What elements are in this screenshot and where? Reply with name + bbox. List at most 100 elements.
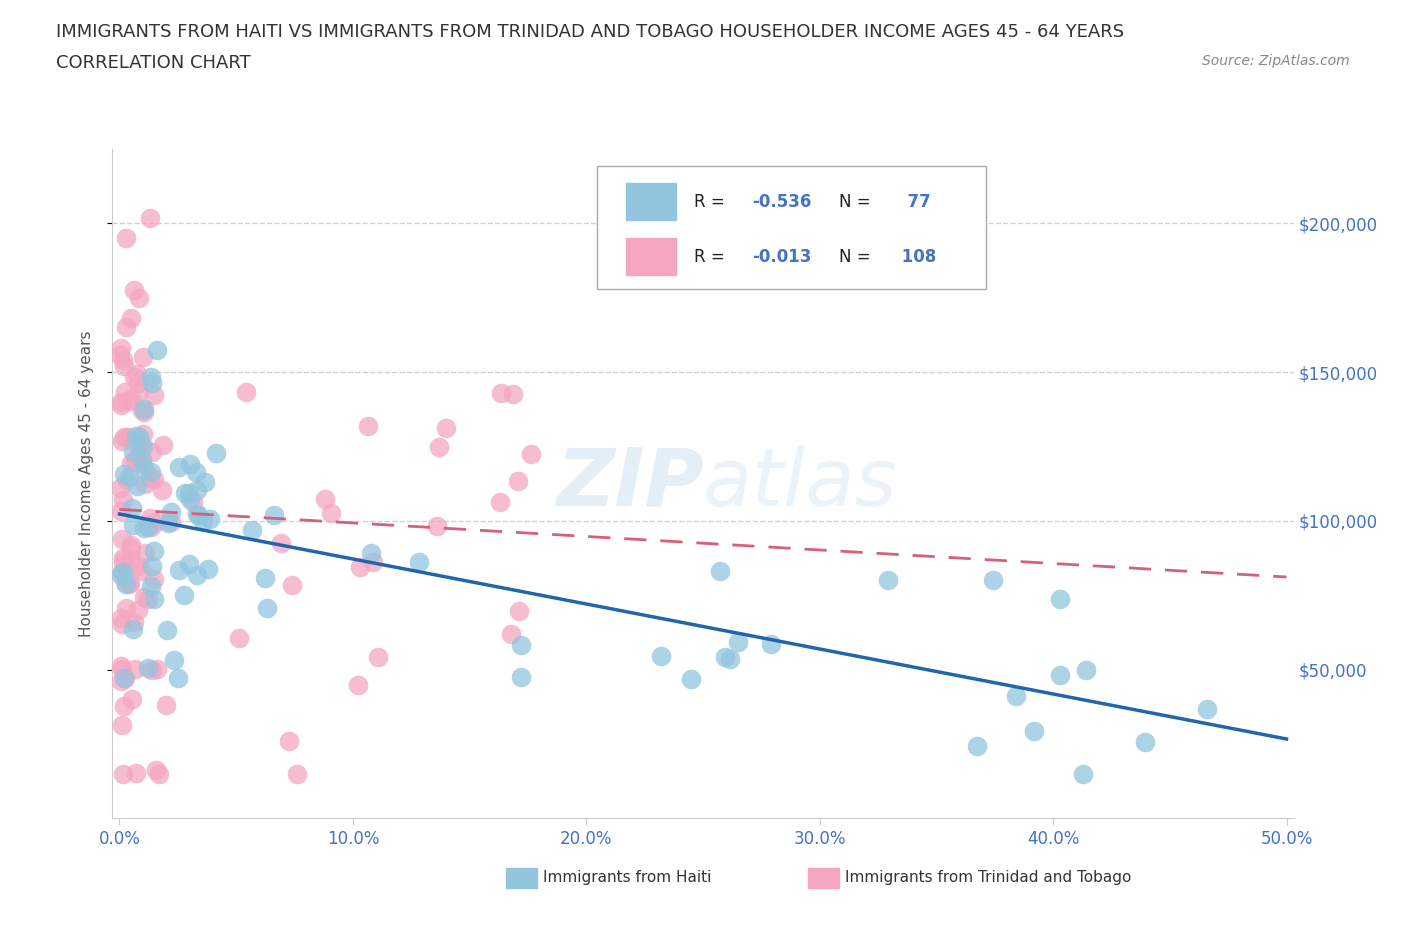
Point	[111, 565, 134, 579]
Point	[427, 439, 450, 454]
Point	[263, 508, 285, 523]
Point	[426, 519, 449, 534]
Text: Source: ZipAtlas.com: Source: ZipAtlas.com	[1202, 54, 1350, 68]
Point	[506, 474, 529, 489]
Point	[110, 504, 132, 519]
Point	[111, 554, 134, 569]
Point	[1024, 724, 1046, 738]
Point	[142, 591, 165, 606]
Point	[117, 472, 139, 487]
Point	[281, 578, 304, 592]
Point	[198, 512, 221, 526]
Point	[145, 763, 167, 777]
Point	[367, 650, 389, 665]
Point	[112, 671, 135, 685]
Point	[357, 418, 380, 433]
Point	[121, 621, 143, 636]
Point	[270, 536, 292, 551]
Point	[108, 481, 131, 496]
Point	[127, 438, 149, 453]
Point	[194, 474, 217, 489]
Point	[186, 483, 208, 498]
FancyBboxPatch shape	[596, 166, 987, 289]
Point	[163, 653, 186, 668]
Point	[120, 392, 142, 406]
Point	[139, 464, 162, 479]
Point	[143, 388, 166, 403]
Point	[877, 573, 900, 588]
Point	[110, 397, 132, 412]
Point	[128, 430, 150, 445]
Point	[134, 405, 156, 419]
Point	[120, 542, 142, 557]
Point	[139, 520, 162, 535]
Point	[124, 452, 146, 467]
Point	[143, 572, 166, 587]
Point	[187, 508, 209, 523]
Point	[117, 470, 139, 485]
Point	[179, 557, 201, 572]
Point	[132, 521, 155, 536]
Point	[285, 766, 308, 781]
Point	[118, 577, 141, 591]
Text: IMMIGRANTS FROM HAITI VS IMMIGRANTS FROM TRINIDAD AND TOBAGO HOUSEHOLDER INCOME : IMMIGRANTS FROM HAITI VS IMMIGRANTS FROM…	[56, 23, 1125, 41]
Point	[156, 515, 179, 530]
Point	[114, 358, 136, 373]
Point	[1133, 735, 1156, 750]
Point	[125, 455, 148, 470]
Point	[125, 429, 148, 444]
Point	[166, 671, 188, 685]
Point	[131, 456, 153, 471]
Text: -0.536: -0.536	[752, 193, 813, 211]
Point	[120, 552, 142, 567]
Point	[510, 670, 533, 684]
Point	[256, 601, 278, 616]
Point	[183, 495, 205, 510]
Text: R =: R =	[693, 248, 724, 266]
Point	[193, 513, 215, 528]
Point	[111, 718, 134, 733]
Text: 108: 108	[896, 248, 936, 266]
Point	[277, 733, 299, 748]
Point	[139, 210, 162, 225]
Point	[156, 623, 179, 638]
Point	[160, 514, 183, 529]
Text: 77: 77	[896, 193, 931, 211]
Text: N =: N =	[839, 248, 870, 266]
Point	[112, 352, 135, 367]
Point	[112, 551, 135, 565]
Point	[141, 376, 163, 391]
Point	[240, 523, 263, 538]
Point	[141, 662, 163, 677]
Point	[128, 290, 150, 305]
Point	[228, 631, 250, 645]
Point	[1074, 662, 1097, 677]
Point	[174, 485, 197, 500]
Point	[115, 601, 138, 616]
Point	[148, 766, 170, 781]
Point	[110, 395, 132, 410]
Point	[125, 765, 148, 780]
Point	[361, 554, 384, 569]
Point	[141, 445, 163, 459]
Point	[132, 427, 155, 442]
Point	[112, 430, 135, 445]
Point	[115, 430, 138, 445]
Point	[115, 319, 138, 334]
Point	[254, 571, 277, 586]
Point	[127, 376, 149, 391]
Point	[509, 637, 531, 652]
Point	[488, 494, 510, 509]
Point	[110, 567, 132, 582]
Point	[118, 576, 141, 591]
Point	[347, 678, 370, 693]
Point	[112, 466, 135, 481]
Point	[169, 459, 191, 474]
Point	[143, 544, 166, 559]
Point	[121, 500, 143, 515]
Point	[110, 673, 132, 688]
Point	[132, 461, 155, 476]
Point	[121, 692, 143, 707]
Point	[118, 393, 141, 408]
Point	[152, 483, 174, 498]
